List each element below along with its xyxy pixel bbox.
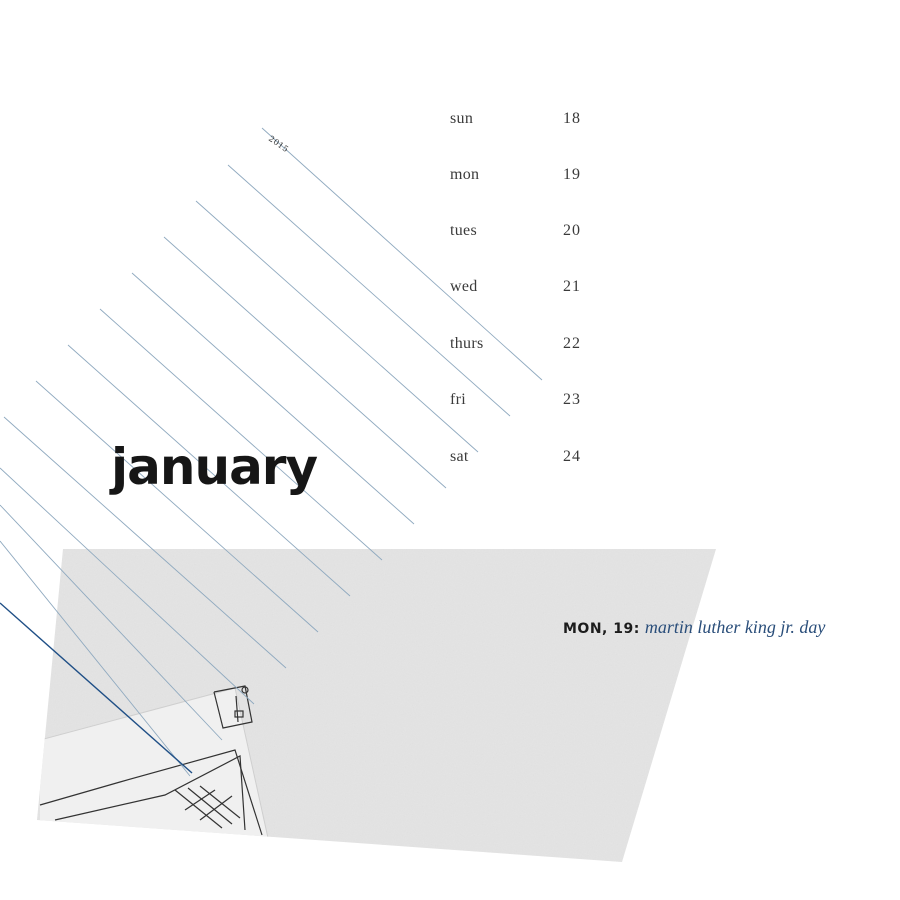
guide-line	[3, 416, 287, 669]
day-name: wed	[450, 278, 478, 295]
day-date: 24	[563, 448, 581, 465]
guide-line	[261, 127, 543, 381]
pencil-sketch	[39, 685, 263, 836]
day-name: sun	[450, 110, 474, 127]
paper-sheet	[40, 688, 268, 840]
day-name: fri	[450, 391, 467, 408]
day-date: 22	[563, 335, 581, 352]
day-date: 19	[563, 166, 581, 183]
holiday-date: MON, 19:	[563, 621, 640, 637]
guide-line	[0, 540, 191, 777]
guide-line	[131, 272, 415, 525]
guide-line	[67, 344, 351, 597]
day-date: 18	[563, 110, 581, 127]
day-name: mon	[450, 166, 480, 183]
guide-line	[99, 308, 383, 561]
holiday-name: martin luther king jr. day	[644, 617, 826, 637]
day-name: sat	[450, 448, 469, 465]
guide-line	[227, 164, 511, 417]
guide-line	[0, 467, 255, 705]
day-date: 20	[563, 222, 581, 239]
day-date: 21	[563, 278, 581, 295]
guide-line	[163, 236, 447, 489]
day-name: tues	[450, 222, 477, 239]
guide-line	[35, 380, 319, 633]
day-name: thurs	[450, 335, 484, 352]
guide-line	[195, 200, 479, 453]
day-date: 23	[563, 391, 581, 408]
accent-line	[0, 602, 193, 774]
guide-line	[0, 504, 223, 741]
holiday-note: MON, 19: martin luther king jr. day	[563, 617, 825, 638]
month-title: january	[111, 438, 318, 496]
